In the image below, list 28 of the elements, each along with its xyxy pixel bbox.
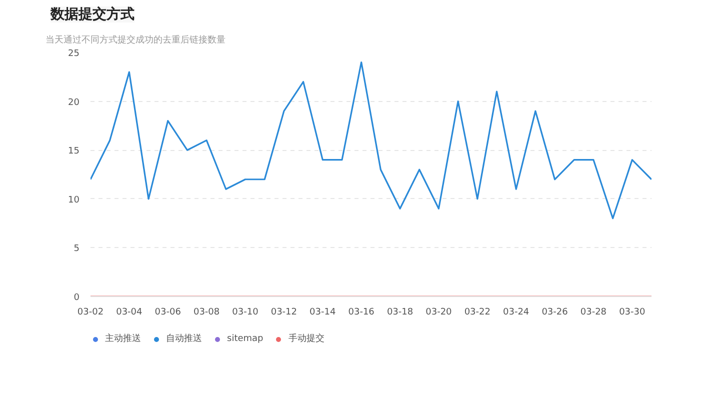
legend-label: 主动推送 — [105, 332, 141, 345]
x-tick-label: 03-10 — [232, 308, 259, 318]
legend-label: sitemap — [227, 334, 264, 344]
x-tick-label: 03-26 — [542, 308, 568, 318]
y-tick-label: 10 — [68, 195, 80, 206]
y-tick-label: 25 — [68, 49, 80, 59]
x-tick-label: 03-08 — [193, 308, 220, 318]
x-tick-label: 03-16 — [348, 308, 375, 318]
legend-label: 自动推送 — [166, 332, 202, 345]
x-tick-label: 03-30 — [619, 308, 646, 318]
x-tick-label: 03-28 — [580, 308, 607, 318]
legend-label: 手动提交 — [288, 332, 324, 345]
x-tick-label: 03-04 — [116, 308, 143, 318]
x-tick-label: 03-06 — [154, 308, 182, 318]
x-tick-label: 03-12 — [270, 308, 298, 318]
y-tick-label: 0 — [74, 293, 80, 303]
y-tick-label: 20 — [68, 98, 80, 108]
line-series — [90, 61, 652, 220]
x-tick-label: 03-22 — [464, 308, 490, 318]
x-tick-label: 03-20 — [426, 308, 452, 318]
x-tick-label: 03-14 — [310, 308, 336, 318]
chart-title: 数据提交方式 — [50, 6, 134, 22]
x-tick-label: 03-02 — [77, 308, 104, 318]
y-tick-label: 15 — [68, 146, 80, 157]
x-tick-label: 03-24 — [503, 308, 530, 318]
y-tick-label: 5 — [74, 244, 80, 254]
chart-subtitle: 当天通过不同方式提交成功的去重后链接数量 — [46, 34, 226, 46]
x-tick-label: 03-18 — [386, 308, 414, 318]
